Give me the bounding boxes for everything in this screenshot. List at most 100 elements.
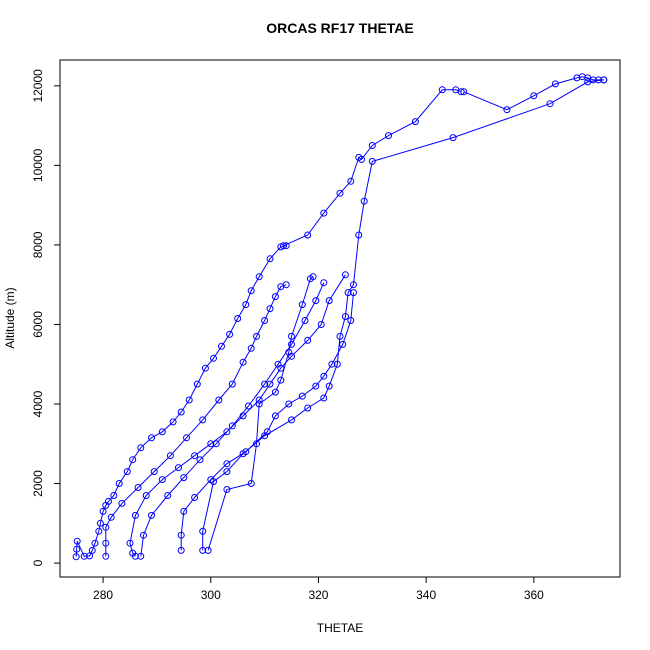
data-point [164,492,172,499]
data-point [191,452,199,460]
data-point [245,402,252,410]
data-point [347,317,355,324]
data-point [263,428,271,436]
data-point [118,499,126,507]
y-tick-label: 4000 [31,390,45,417]
data-point [255,273,263,281]
series-2 [280,86,465,250]
data-point [460,88,468,96]
data-point [341,271,349,279]
data-point [242,448,250,456]
x-tick-label: 360 [524,588,544,602]
data-point [175,464,182,472]
data-point [320,394,328,402]
data-point [385,132,392,140]
series-5 [204,273,317,554]
data-point [218,342,225,350]
data-point [239,358,247,366]
y-axis-title: Altitude (m) [3,287,17,348]
data-point [266,255,274,263]
data-point [288,340,295,348]
data-point [102,539,110,547]
data-point [226,330,234,338]
data-point [102,552,110,560]
data-point [140,531,147,539]
data-point [277,376,285,384]
y-tick-label: 12000 [31,69,45,103]
data-point [115,480,123,487]
data-point [503,106,511,114]
data-point [228,380,236,388]
series-line [75,245,287,557]
series-line [202,79,604,551]
data-point [301,317,309,324]
data-point [177,408,185,416]
x-tick-label: 280 [93,588,113,602]
data-point [148,511,155,519]
y-axis: 0 2000 4000 6000 8000 10000 12000 [31,69,61,566]
x-tick-label: 300 [201,588,221,602]
data-point [95,527,103,535]
data-point [261,380,269,388]
x-axis-title: THETAE [317,621,363,635]
y-tick-label: 8000 [31,231,45,258]
data-point [449,134,457,142]
data-point [199,546,207,554]
data-point [261,317,269,324]
series-line [180,292,354,551]
y-tick-label: 10000 [31,148,45,182]
data-point [266,380,274,388]
data-point [131,552,139,560]
data-point [551,80,559,88]
data-point [137,552,145,560]
data-point [158,428,166,436]
data-point [177,531,185,539]
x-tick-label: 340 [416,588,436,602]
data-point [282,242,290,250]
series-3 [460,73,608,114]
data-point [309,273,317,281]
data-point [304,404,312,412]
data-point [298,301,306,309]
data-point [234,315,242,322]
data-point [344,289,352,297]
data-point [350,289,357,297]
data-point [411,118,419,126]
data-point [255,396,263,404]
data-point [247,287,255,295]
data-point [304,231,312,239]
data-point [288,416,295,424]
data-point [358,155,365,163]
series-8 [177,289,357,554]
data-point [288,352,295,360]
data-point [266,305,274,313]
data-point [320,372,328,380]
y-tick-label: 6000 [31,311,45,338]
series-1 [72,242,290,561]
x-axis: 280 300 320 340 360 [93,576,544,602]
data-point [347,177,355,185]
data-point [368,157,376,165]
data-point [253,440,260,448]
data-point [102,523,110,531]
data-point [247,480,255,487]
data-point [180,507,188,515]
series-line [283,89,462,247]
data-point [204,546,212,554]
data-point [110,492,118,499]
data-point [317,321,325,328]
data-point [298,392,306,400]
data-point [546,100,554,108]
data-point [166,452,174,460]
data-point [223,460,231,468]
data-point [325,297,333,305]
data-point [242,301,250,309]
data-point [368,142,376,149]
data-point [158,476,166,484]
chart-title: ORCAS RF17 THETAE [266,20,414,36]
data-point [142,492,150,499]
data-point [210,354,217,362]
data-point [285,400,293,408]
data-point [253,332,260,340]
data-point [126,539,134,547]
